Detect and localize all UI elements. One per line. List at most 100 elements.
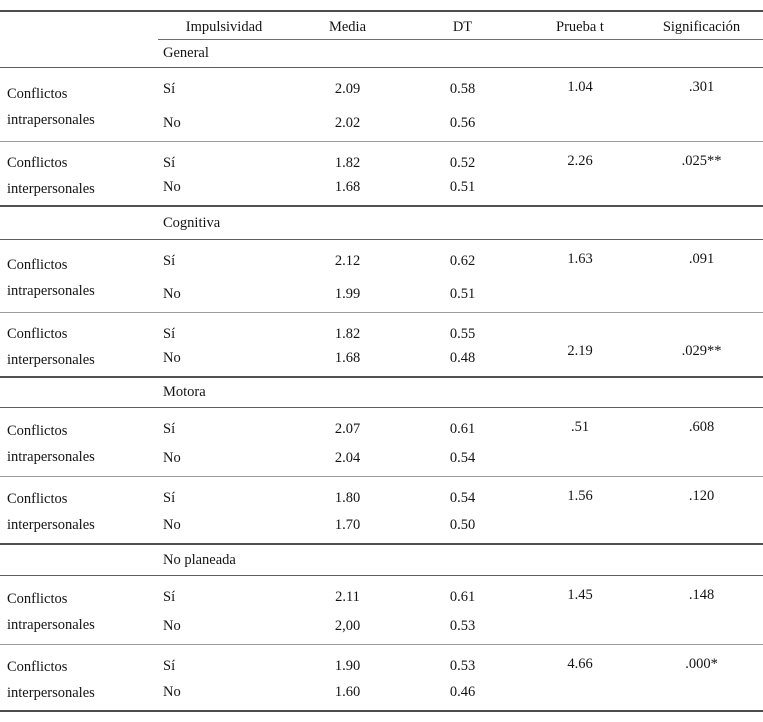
media-no-value: 1.68 bbox=[334, 350, 361, 366]
row-label: Conflictos intrapersonales bbox=[7, 257, 95, 299]
impulsividad-no-label: No bbox=[163, 286, 181, 302]
prueba-t-cell: 4.66 bbox=[520, 645, 640, 710]
prueba-t-cell: 1.04 bbox=[520, 68, 640, 141]
row-label: Conflictos interpersonales bbox=[7, 325, 95, 368]
row-label: Conflictos intrapersonales bbox=[7, 85, 95, 128]
impulsividad-no-label: No bbox=[163, 517, 181, 533]
table-row-noplaneada-intrapersonales: Conflictos intrapersonales Sí No 2.11 2,… bbox=[0, 576, 763, 645]
impulsividad-cell: Sí No bbox=[158, 576, 290, 644]
impulsividad-cell: Sí No bbox=[158, 645, 290, 710]
impulsividad-si-label: Sí bbox=[163, 658, 176, 674]
section-label: No planeada bbox=[163, 551, 236, 568]
dt-cell: 0.52 0.51 bbox=[405, 142, 520, 205]
media-no-value: 2,00 bbox=[334, 618, 361, 634]
prueba-t-cell: 1.63 bbox=[520, 240, 640, 312]
prueba-t-value: .51 bbox=[570, 419, 590, 435]
dt-no-value: 0.54 bbox=[449, 450, 476, 466]
media-cell: 1.90 1.60 bbox=[290, 645, 405, 710]
significacion-value: .120 bbox=[688, 488, 715, 504]
section-band-general: General bbox=[0, 40, 763, 68]
impulsividad-cell: Sí No bbox=[158, 240, 290, 312]
media-si-value: 1.82 bbox=[334, 326, 361, 342]
significacion-value: .091 bbox=[688, 251, 715, 267]
impulsividad-cell: Sí No bbox=[158, 477, 290, 543]
significacion-cell: .000* bbox=[640, 645, 763, 710]
table-row-motora-interpersonales: Conflictos interpersonales Sí No 1.80 1.… bbox=[0, 477, 763, 545]
dt-no-value: 0.50 bbox=[449, 517, 476, 533]
impulsividad-si-label: Sí bbox=[163, 589, 176, 605]
row-label: Conflictos intrapersonales bbox=[7, 423, 95, 465]
dt-si-value: 0.62 bbox=[449, 253, 476, 269]
col-header-empty bbox=[0, 25, 158, 27]
significacion-value: .029** bbox=[681, 343, 722, 359]
significacion-cell: .091 bbox=[640, 240, 763, 312]
section-label: General bbox=[163, 45, 209, 61]
impulsividad-si-label: Sí bbox=[163, 490, 176, 506]
section-band-no-planeada: No planeada bbox=[0, 545, 763, 576]
prueba-t-value: 1.04 bbox=[567, 79, 593, 95]
significacion-value: .000* bbox=[685, 656, 718, 672]
col-header-media: Media bbox=[328, 18, 367, 35]
col-header-impulsividad: Impulsividad bbox=[185, 18, 263, 35]
table-header-row: Impulsividad Media DT Prueba t Significa… bbox=[0, 10, 763, 40]
row-label: Conflictos intrapersonales bbox=[7, 591, 95, 633]
dt-no-value: 0.51 bbox=[449, 179, 476, 195]
impulsividad-si-label: Sí bbox=[163, 253, 176, 269]
media-si-value: 2.07 bbox=[334, 421, 361, 437]
row-label: Conflictos interpersonales bbox=[7, 154, 95, 197]
col-header-dt: DT bbox=[452, 18, 473, 35]
table-row-general-interpersonales: Conflictos interpersonales Sí No 1.82 1.… bbox=[0, 142, 763, 207]
dt-no-value: 0.51 bbox=[449, 286, 476, 302]
dt-cell: 0.61 0.54 bbox=[405, 408, 520, 476]
dt-si-value: 0.54 bbox=[449, 490, 476, 506]
media-cell: 1.82 1.68 bbox=[290, 142, 405, 205]
media-cell: 1.82 1.68 bbox=[290, 313, 405, 376]
dt-no-value: 0.46 bbox=[449, 684, 476, 700]
impulsividad-no-label: No bbox=[163, 115, 181, 131]
media-si-value: 2.09 bbox=[334, 81, 361, 97]
impulsividad-si-label: Sí bbox=[163, 326, 176, 342]
media-si-value: 2.12 bbox=[334, 253, 361, 269]
media-no-value: 1.70 bbox=[334, 517, 361, 533]
table-row-cognitiva-interpersonales: Conflictos interpersonales Sí No 1.82 1.… bbox=[0, 313, 763, 378]
header-underline-rule bbox=[158, 39, 763, 40]
dt-si-value: 0.58 bbox=[449, 81, 476, 97]
section-label: Cognitiva bbox=[163, 214, 221, 231]
significacion-cell: .120 bbox=[640, 477, 763, 543]
table-row-general-intrapersonales: Conflictos intrapersonales Sí No 2.09 2.… bbox=[0, 68, 763, 142]
significacion-value: .025** bbox=[681, 153, 722, 169]
row-label: Conflictos interpersonales bbox=[7, 491, 95, 533]
dt-cell: 0.54 0.50 bbox=[405, 477, 520, 543]
significacion-cell: .301 bbox=[640, 68, 763, 141]
prueba-t-cell: 1.45 bbox=[520, 576, 640, 644]
dt-si-value: 0.55 bbox=[449, 326, 476, 342]
significacion-value: .301 bbox=[688, 79, 715, 95]
prueba-t-value: 1.45 bbox=[567, 587, 593, 603]
media-cell: 1.80 1.70 bbox=[290, 477, 405, 543]
dt-cell: 0.53 0.46 bbox=[405, 645, 520, 710]
prueba-t-cell: .51 bbox=[520, 408, 640, 476]
impulsividad-no-label: No bbox=[163, 350, 181, 366]
table-row-cognitiva-intrapersonales: Conflictos intrapersonales Sí No 2.12 1.… bbox=[0, 240, 763, 313]
section-band-motora: Motora bbox=[0, 378, 763, 408]
dt-cell: 0.61 0.53 bbox=[405, 576, 520, 644]
media-cell: 2.12 1.99 bbox=[290, 240, 405, 312]
impulsividad-si-label: Sí bbox=[163, 155, 176, 171]
prueba-t-value: 1.63 bbox=[567, 251, 593, 267]
media-si-value: 1.90 bbox=[334, 658, 361, 674]
dt-si-value: 0.52 bbox=[449, 155, 476, 171]
row-label: Conflictos interpersonales bbox=[7, 658, 95, 701]
impulsividad-si-label: Sí bbox=[163, 81, 176, 97]
media-si-value: 2.11 bbox=[335, 589, 360, 605]
significacion-cell: .148 bbox=[640, 576, 763, 644]
significacion-cell: .025** bbox=[640, 142, 763, 205]
significacion-cell: .608 bbox=[640, 408, 763, 476]
dt-no-value: 0.53 bbox=[449, 618, 476, 634]
impulsividad-cell: Sí No bbox=[158, 313, 290, 376]
dt-si-value: 0.53 bbox=[449, 658, 476, 674]
media-no-value: 2.04 bbox=[334, 450, 361, 466]
media-no-value: 2.02 bbox=[334, 115, 361, 131]
impulsividad-si-label: Sí bbox=[163, 421, 176, 437]
media-cell: 2.11 2,00 bbox=[290, 576, 405, 644]
